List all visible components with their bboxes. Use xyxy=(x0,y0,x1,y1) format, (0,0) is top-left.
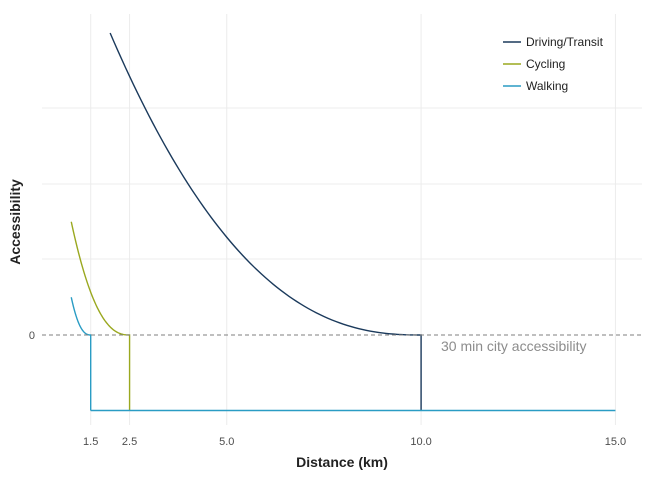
x-tick-label: 15.0 xyxy=(605,436,626,448)
x-tick-label: 2.5 xyxy=(122,436,137,448)
y-axis-title: Accessibility xyxy=(7,179,23,265)
series-layer xyxy=(70,32,616,412)
x-tick-label: 5.0 xyxy=(219,436,234,448)
legend: Driving/Transit Cycling Walking xyxy=(503,35,604,93)
x-tick-label: 10.0 xyxy=(410,436,431,448)
y-tick-label: 0 xyxy=(29,330,35,342)
legend-label: Walking xyxy=(526,79,568,93)
x-tick-label: 1.5 xyxy=(83,436,98,448)
series-line-walking xyxy=(70,297,92,411)
legend-label: Cycling xyxy=(526,57,565,71)
x-tick-labels: 1.5 2.5 5.0 10.0 15.0 xyxy=(83,436,626,448)
grid-layer xyxy=(42,14,642,425)
x-axis-title: Distance (km) xyxy=(296,454,388,470)
threshold-annotation: 30 min city accessibility xyxy=(441,338,587,354)
y-tick-labels: 0 xyxy=(29,330,35,342)
series-line-driving-transit xyxy=(109,32,422,411)
series-line-cycling xyxy=(70,221,131,411)
legend-label: Driving/Transit xyxy=(526,35,604,49)
